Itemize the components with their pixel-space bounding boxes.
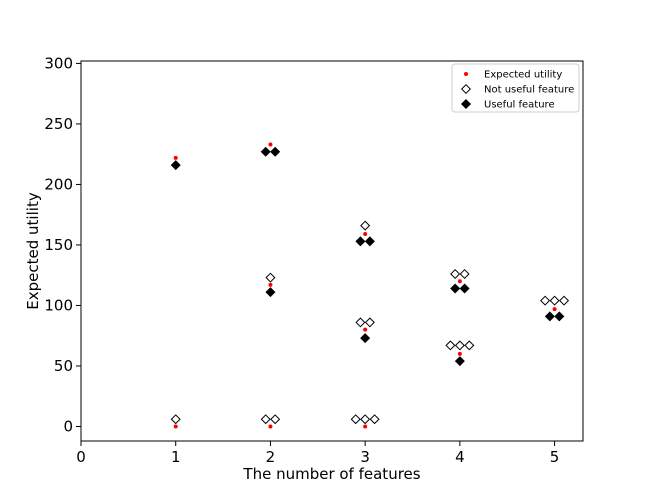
data-point [173, 424, 178, 429]
data-point [457, 351, 462, 356]
data-point [268, 142, 273, 147]
y-tick-label: 300 [44, 54, 73, 72]
data-point [552, 307, 557, 312]
data-point [260, 146, 271, 157]
legend-marker [464, 72, 468, 76]
legend-label: Useful feature [484, 100, 555, 111]
data-point [268, 424, 273, 429]
y-tick-label: 100 [44, 296, 73, 314]
data-point [549, 295, 560, 306]
data-point [268, 282, 273, 287]
data-point [450, 268, 461, 280]
data-point [270, 414, 281, 425]
data-point [270, 146, 281, 157]
series-expected-utility [173, 142, 557, 429]
y-axis-label: Expected utility [24, 192, 42, 310]
data-point [369, 414, 380, 425]
y-tick-label: 250 [44, 115, 73, 133]
data-point [459, 268, 470, 280]
data-point [363, 424, 368, 429]
data-point [450, 283, 461, 294]
x-axis-label: The number of features [242, 465, 420, 483]
legend-marker [460, 83, 472, 95]
data-point [350, 414, 361, 425]
y-tick-label: 200 [44, 175, 73, 193]
legend-label: Not useful feature [484, 85, 574, 96]
legend: Expected utility Not useful feature Useful… [451, 63, 580, 113]
data-point [265, 272, 276, 283]
data-point [364, 236, 375, 247]
data-point [260, 414, 271, 425]
data-point [173, 155, 178, 160]
data-point [363, 232, 368, 237]
data-point [454, 340, 465, 351]
data-point [540, 295, 551, 306]
series-not-useful-feature [170, 220, 570, 425]
data-point [364, 317, 375, 328]
data-point [355, 317, 366, 328]
x-tick-label: 1 [171, 448, 181, 466]
x-tick-label: 0 [76, 448, 86, 466]
plot-frame [80, 60, 584, 442]
data-point [265, 287, 276, 298]
y-tick-label: 0 [63, 417, 73, 435]
data-point [457, 279, 462, 284]
y-tick-label: 50 [54, 357, 73, 375]
data-point [544, 311, 555, 322]
data-point [363, 327, 368, 332]
data-point [554, 311, 565, 322]
data-point [355, 236, 366, 247]
data-point [360, 414, 371, 425]
legend-marker [460, 98, 472, 110]
y-tick-label: 150 [44, 236, 73, 254]
chart-marks [170, 142, 570, 429]
data-point [445, 340, 456, 351]
x-tick-label: 4 [455, 448, 465, 466]
data-point [464, 340, 475, 351]
series-useful-feature [170, 146, 565, 367]
data-point [170, 160, 181, 171]
x-tick-label: 5 [550, 448, 560, 466]
x-tick-label: 2 [266, 448, 276, 466]
x-tick-label: 3 [360, 448, 370, 466]
data-point [454, 356, 465, 367]
legend-frame [451, 63, 580, 113]
data-point [459, 283, 470, 294]
data-point [170, 414, 181, 425]
data-point [360, 220, 371, 231]
legend-label: Expected utility [484, 70, 562, 81]
data-point [360, 333, 371, 344]
data-point [559, 295, 570, 306]
